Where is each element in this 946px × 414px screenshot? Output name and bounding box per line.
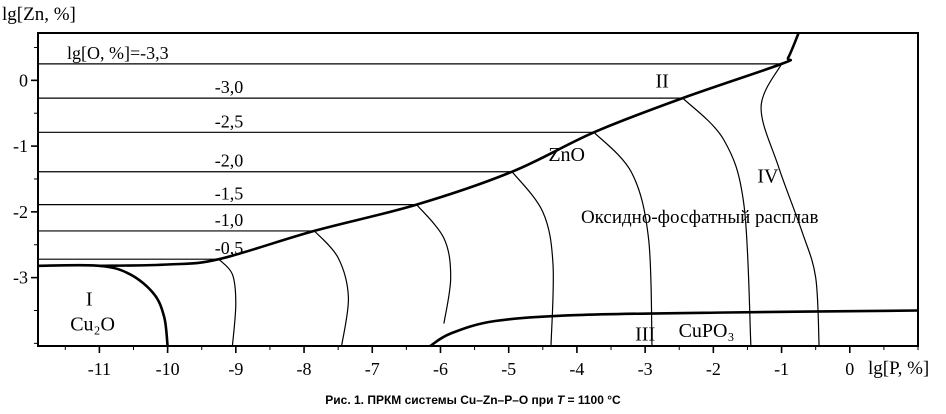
x-tick-label: -6 [433,359,448,379]
phase-boundaries [37,32,919,348]
y-tick-label: 0 [19,70,28,90]
x-tick-label: -9 [228,359,243,379]
figure-caption: Рис. 1. ПРКМ системы Cu–Zn–P–O при T = 1… [0,393,946,407]
isoconcentration-labels: lg[O, %]=-3,3 -3,0 -2,5 -2,0 -1,5 -1,0 -0,5 [67,43,243,258]
cu2o-boundary [37,263,169,347]
plot-frame [37,32,919,347]
x-tick-label: -7 [365,359,380,379]
caption-variable: T [556,393,565,407]
isotherm-curve-4 [593,131,653,347]
iso-label-1: -3,0 [215,77,244,97]
caption-prefix: Рис. 1. ПРКМ системы Cu–Zn–P–O при [325,393,557,407]
isoconcentration-lines [38,63,782,260]
isotherm-curve-1 [313,230,350,347]
region-label-0: I [86,289,93,311]
x-tick-label: -1 [774,359,789,379]
region-label-4: III [635,324,655,346]
x-tick-label: -3 [638,359,653,379]
region-label-3: ZnO [548,144,585,166]
x-tick-label: -4 [569,359,584,379]
iso-label-2: -2,5 [215,111,244,131]
iso-label-6: -0,5 [215,238,244,258]
region-label-7: Оксидно-фосфатный расплав [581,207,819,228]
iso-label-3: -2,0 [215,151,244,171]
iso-label-0: lg[O, %]=-3,3 [67,43,169,63]
isotherm-curve-5 [682,97,752,347]
region-label-6: IV [757,166,779,188]
x-tick-label: -2 [706,359,721,379]
y-tick-label: -1 [13,136,28,156]
x-tick-label: -11 [88,359,111,379]
isotherm-curve-3 [511,171,554,347]
caption-suffix: = 1100 °C [564,393,621,407]
iso-label-5: -1,0 [215,210,244,230]
y-axis-label: lg[Zn, %] [2,4,76,25]
x-tick-label: -5 [501,359,516,379]
region-label-2: II [656,70,669,92]
y-tick-label: -2 [13,202,28,222]
zno-melt-boundary [99,32,800,268]
region-label-1: Cu₂O [70,314,115,336]
x-tick-label: -10 [156,359,180,379]
region-label-5: CuPO₃ [679,320,735,342]
x-tick-label: -8 [297,359,312,379]
isotherm-curve-0 [218,258,237,347]
iso-label-4: -1,5 [215,184,244,204]
axis-ticks [31,46,919,353]
isotherm-curve-2 [416,204,452,324]
x-tick-label: 0 [845,359,854,379]
cupo3-boundary [429,309,919,348]
region-labels: I Cu₂O II ZnO III CuPO₃ IV Оксидно-фосфатный ра… [70,70,818,345]
isotherm-curve-6 [760,63,820,347]
y-tick-label: -3 [13,268,28,288]
axis-tick-labels: -11 -10 -9 -8 -7 -6 -5 -4 -3 -2 -1 00-1-2-3 [13,70,854,379]
x-axis-label: lg[P, %] [868,358,929,379]
